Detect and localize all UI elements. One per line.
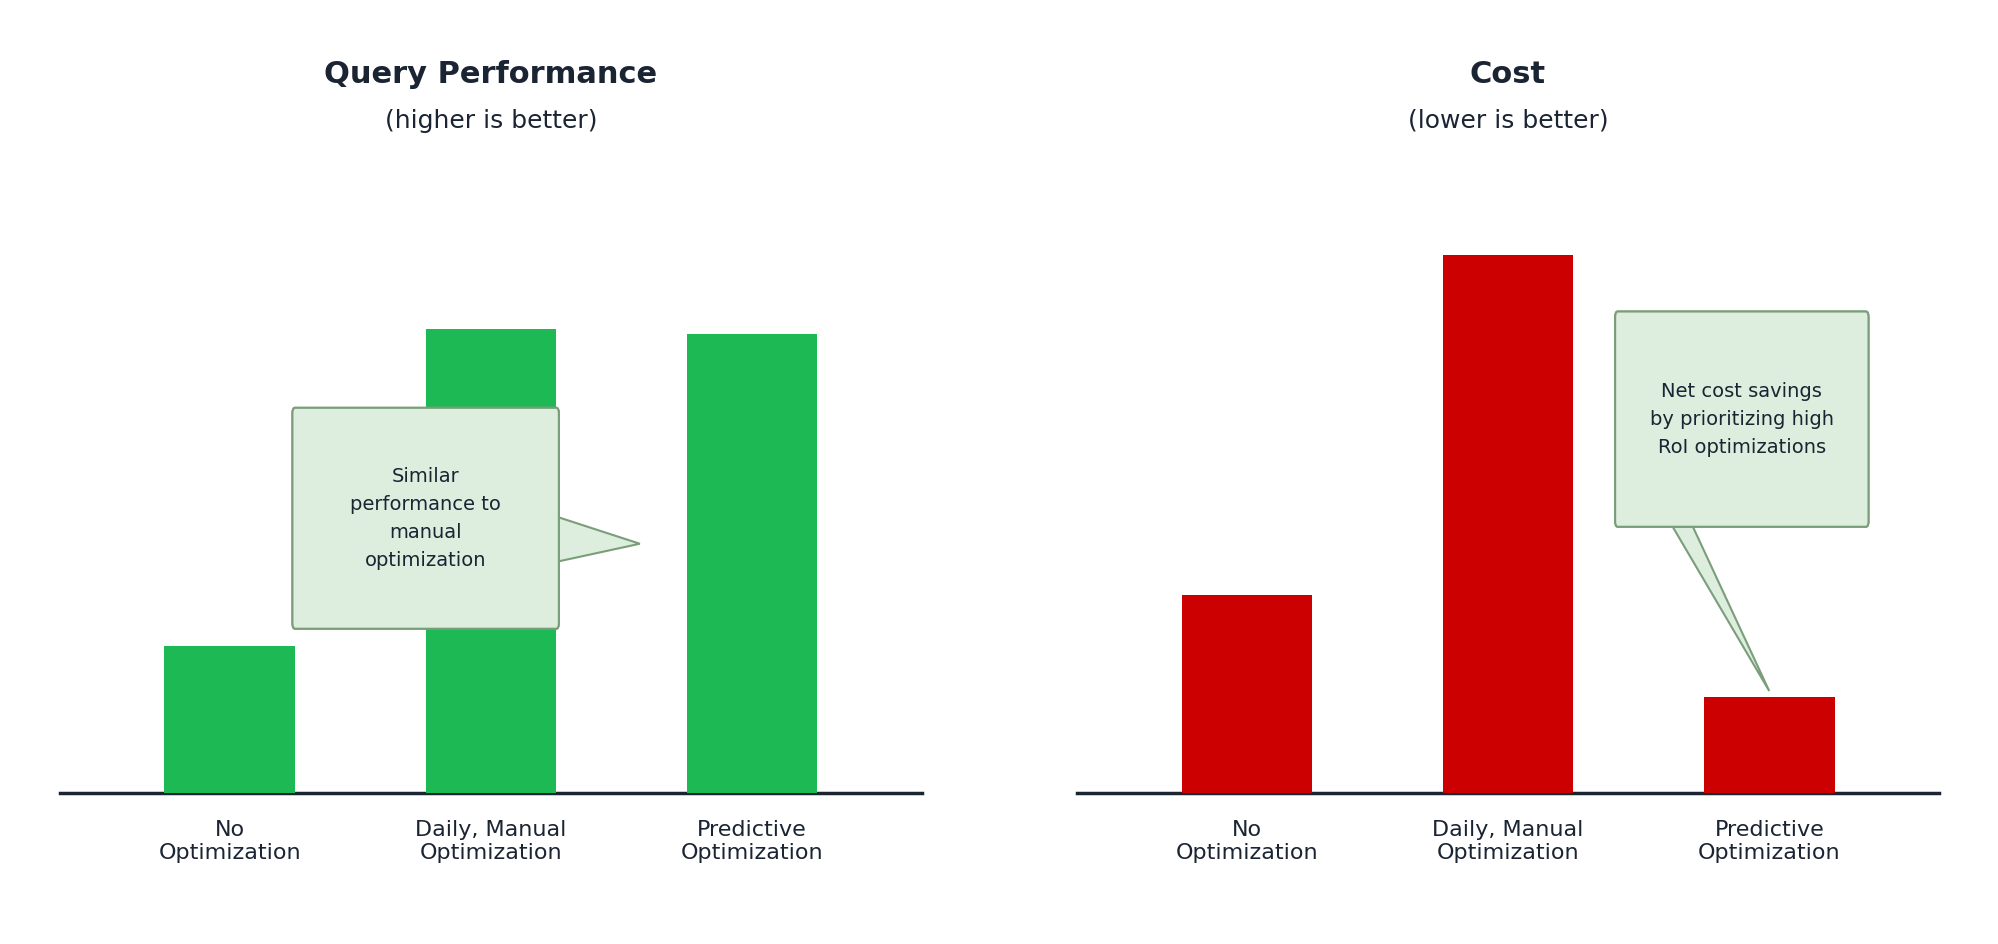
FancyBboxPatch shape	[1614, 312, 1868, 527]
Bar	[426, 329, 555, 793]
Text: Query Performance: Query Performance	[324, 59, 657, 89]
Text: Net cost savings
by prioritizing high
RoI optimizations: Net cost savings by prioritizing high Ro…	[1648, 381, 1832, 457]
FancyBboxPatch shape	[1614, 312, 1868, 527]
Polygon shape	[555, 516, 639, 562]
Polygon shape	[1668, 521, 1768, 691]
Bar	[1443, 255, 1572, 793]
Bar	[1181, 595, 1311, 793]
Text: Cost: Cost	[1469, 59, 1544, 89]
Text: Similar
performance to
manual
optimization: Similar performance to manual optimizati…	[350, 466, 501, 570]
Text: (higher is better): (higher is better)	[384, 109, 597, 132]
Bar	[1702, 697, 1834, 793]
FancyBboxPatch shape	[292, 408, 559, 629]
Bar	[687, 334, 817, 793]
FancyBboxPatch shape	[292, 408, 559, 629]
Text: (lower is better): (lower is better)	[1407, 109, 1608, 132]
Bar	[164, 646, 296, 793]
